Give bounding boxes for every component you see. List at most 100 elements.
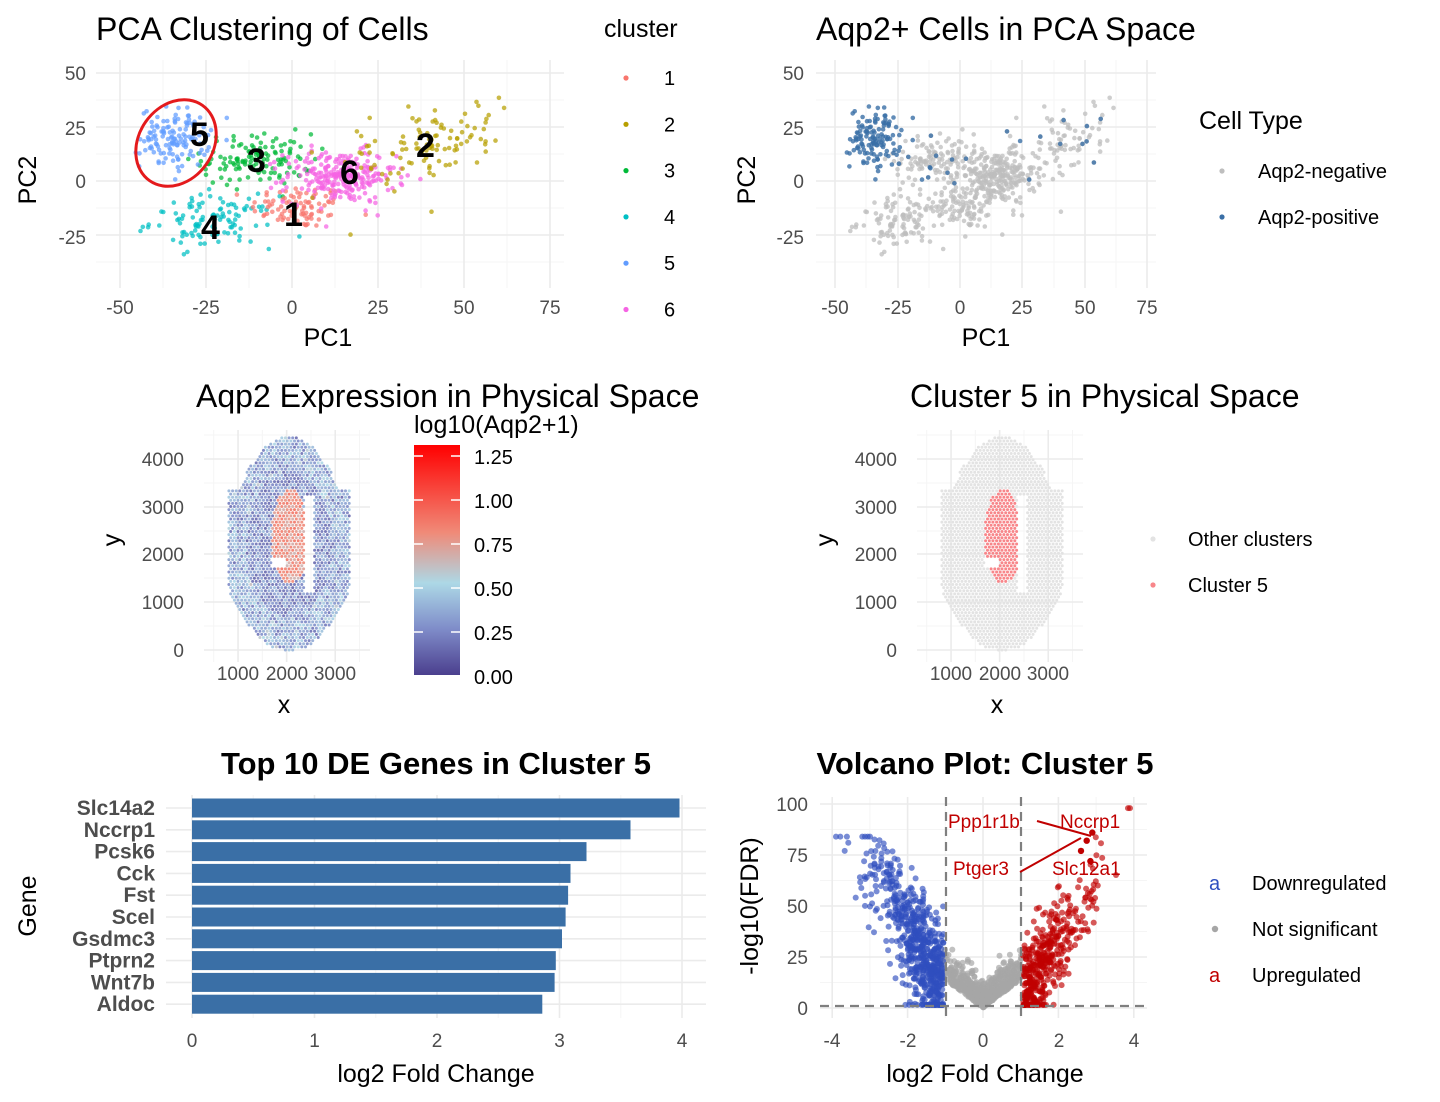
aqp2-spot [311, 452, 315, 455]
aqp2-spot [240, 505, 244, 508]
pca-xtick: 50 [453, 298, 474, 319]
aqp2-positive-point [1057, 141, 1063, 147]
aqp2-spot [333, 539, 337, 543]
aqp2-positive-point [919, 177, 925, 182]
pca-point [249, 143, 255, 148]
other-cluster-spot [989, 636, 993, 639]
aqp2-spot [254, 579, 258, 583]
aqp2-spot [327, 548, 331, 552]
aqp2-spot [316, 598, 320, 602]
aqp2-spot [313, 492, 317, 496]
pca-point [337, 172, 343, 178]
aqp2-spot [278, 632, 282, 636]
pca-point [342, 159, 348, 165]
other-cluster-spot [973, 489, 977, 493]
aqp2-negative-point [1014, 115, 1019, 121]
aqp2-spot [325, 608, 329, 611]
other-cluster-spot [978, 530, 982, 533]
aqp2-spot [347, 508, 351, 512]
aqp2-spot [283, 648, 287, 652]
pca-xtick: -50 [106, 298, 133, 319]
other-cluster-spot [967, 505, 971, 508]
other-cluster-spot [976, 539, 980, 543]
other-cluster-spot [969, 520, 973, 524]
other-cluster-spot [1047, 492, 1051, 496]
other-cluster-spot [1060, 545, 1064, 549]
aqp2-spot [333, 526, 337, 530]
pca-point [140, 224, 146, 230]
other-cluster-spot [1044, 492, 1048, 496]
other-cluster-spot [973, 533, 977, 537]
aqp2-spot [345, 523, 349, 527]
cluster5-spot [1000, 536, 1004, 540]
aqp2-spot [314, 526, 318, 530]
cluster5-spot [1011, 536, 1015, 540]
aqp2-spot [325, 526, 329, 530]
aqp2-spot [285, 626, 289, 630]
aqp2-negative-point [983, 155, 988, 161]
aqp2-spot [329, 470, 333, 474]
other-cluster-spot [964, 548, 968, 552]
other-cluster-spot [949, 567, 953, 571]
aqp2-negative-point [986, 192, 992, 197]
aqp2-spot [252, 533, 256, 537]
cluster5-spot [993, 548, 997, 552]
other-cluster-spot [1046, 501, 1050, 505]
other-cluster-spot [1057, 576, 1060, 580]
pca-point [295, 218, 300, 224]
other-cluster-spot [944, 526, 948, 530]
pca-point [190, 135, 195, 140]
aqp2-spot [269, 492, 273, 496]
aqp2-spot [252, 470, 256, 474]
other-cluster-spot [1049, 558, 1053, 562]
aqp2-spot [269, 442, 273, 446]
pca-xtick: -25 [192, 298, 219, 319]
pca-point [372, 195, 378, 200]
other-cluster-spot [1026, 592, 1030, 596]
other-cluster-spot [1046, 551, 1050, 555]
aqp2-spot [227, 539, 231, 543]
aqp2-spot [283, 461, 287, 465]
other-cluster-spot [958, 564, 962, 568]
aqp2-spot [329, 495, 333, 499]
aqp2-spot [283, 455, 287, 459]
aqp2-spot [231, 501, 235, 505]
aqp2-spot [345, 561, 349, 565]
other-cluster-spot [984, 620, 988, 624]
other-cluster-spot [989, 623, 993, 627]
aqp2-positive-point [925, 175, 931, 180]
pca-point [401, 140, 407, 146]
colorbar-gradient [414, 445, 460, 675]
other-cluster-spot [1033, 511, 1037, 515]
aqp2-spot [252, 589, 256, 593]
aqp2-spot [327, 598, 331, 602]
aqp2-spot [227, 508, 231, 512]
aqp2-spot [265, 455, 269, 459]
aqp2-negative-point [915, 162, 921, 167]
pca-point [186, 113, 192, 118]
aqp2-spot [243, 536, 247, 540]
aqp2-spot [258, 573, 262, 577]
aqp2-negative-point [885, 195, 890, 201]
aqp2-spot [260, 477, 264, 480]
aqp2-positive-point [864, 150, 870, 156]
other-cluster-spot [964, 530, 968, 533]
aqp2-spot [271, 452, 275, 455]
aqp2-spot [227, 533, 231, 537]
aqp2-spot [291, 604, 295, 608]
aqp2-spot [329, 576, 333, 580]
aqp2-spot [273, 480, 276, 484]
cluster5-spot [984, 533, 988, 537]
aqp2-negative-point [878, 213, 884, 218]
other-cluster-spot [1033, 523, 1037, 527]
other-cluster-spot [967, 579, 971, 583]
aqp2-spot [282, 632, 286, 636]
other-cluster-spot [1011, 617, 1015, 621]
aqp2-spot [344, 564, 347, 568]
aqp2-spot [313, 604, 317, 608]
aqp2-negative-point [939, 207, 944, 213]
aqp2-spot [285, 458, 289, 462]
other-cluster-spot [958, 533, 962, 537]
pca-point [189, 195, 194, 201]
other-cluster-spot [1040, 554, 1044, 558]
